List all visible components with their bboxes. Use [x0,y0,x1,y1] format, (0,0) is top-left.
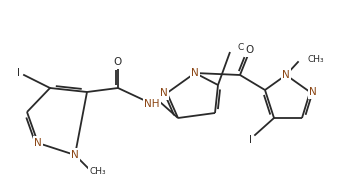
Text: N: N [71,150,79,160]
Text: O: O [246,45,254,55]
Text: N: N [191,68,199,78]
Text: N: N [34,138,42,148]
Text: CH₃: CH₃ [308,56,325,65]
Text: O: O [114,57,122,67]
Text: I: I [17,68,21,78]
Text: I: I [248,135,251,145]
Text: N: N [160,88,168,98]
Text: N: N [282,70,290,80]
Text: CH₃: CH₃ [90,167,106,176]
Text: N: N [309,87,317,97]
Text: NH: NH [144,99,160,109]
Text: CH₃: CH₃ [238,44,255,53]
